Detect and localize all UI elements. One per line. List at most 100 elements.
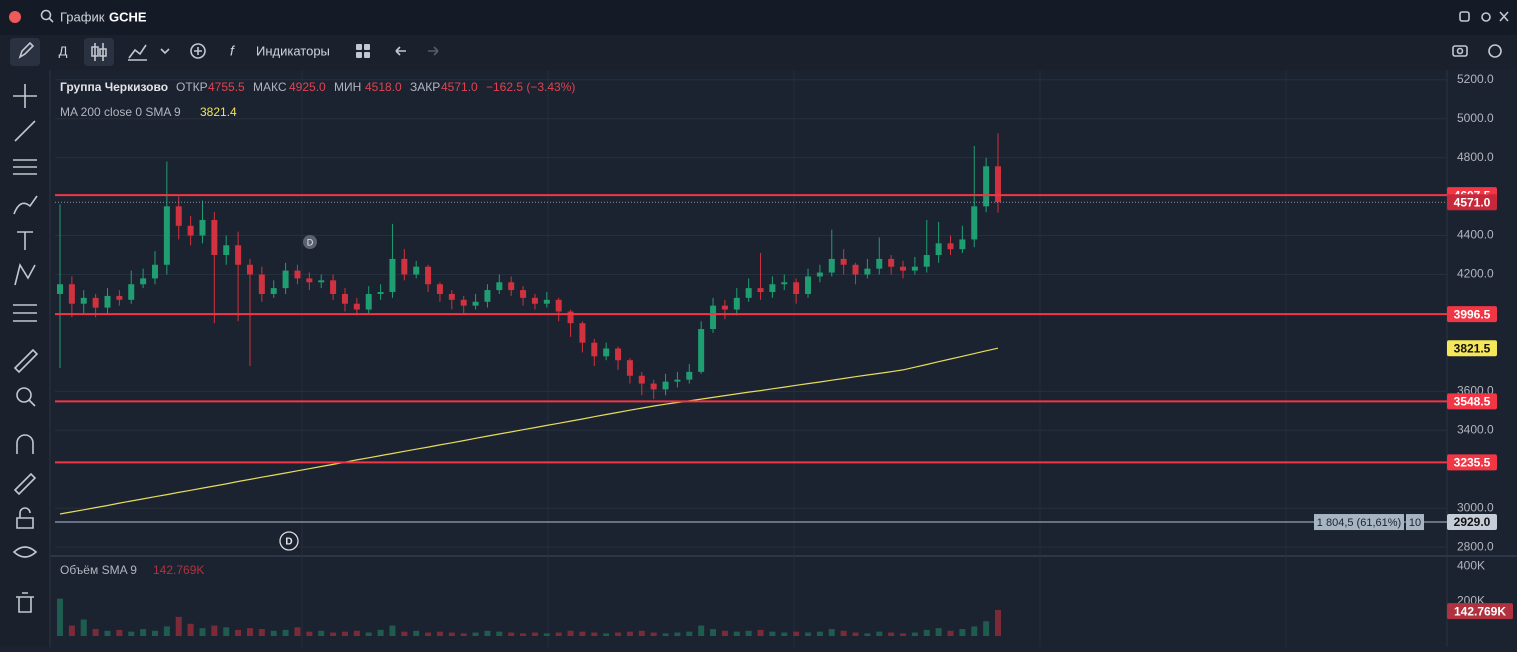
volume-bar bbox=[805, 632, 812, 636]
y-tick-label: 4200.0 bbox=[1457, 267, 1494, 281]
volume-bar bbox=[151, 630, 158, 636]
pattern-tool[interactable] bbox=[14, 262, 36, 286]
candle-body bbox=[365, 293, 372, 310]
volume-name[interactable]: Объём SMA 9 bbox=[60, 563, 137, 577]
level-label: 3996.5 bbox=[1454, 307, 1491, 321]
volume-badge bbox=[1447, 603, 1513, 620]
ma-value: 3821.4 bbox=[200, 105, 237, 119]
candle-body bbox=[116, 295, 123, 300]
ma-name[interactable]: MA 200 close 0 SMA 9 bbox=[60, 105, 181, 119]
y-tick-label: 4800.0 bbox=[1457, 150, 1494, 164]
close-button[interactable] bbox=[9, 11, 21, 23]
candle-body bbox=[199, 219, 206, 236]
candle-body bbox=[211, 219, 218, 256]
candle-body bbox=[341, 293, 348, 304]
pencil-button-bg[interactable] bbox=[10, 38, 40, 66]
dividend-marker bbox=[279, 531, 299, 551]
volume-bar bbox=[531, 632, 538, 636]
volume-bar bbox=[211, 625, 218, 636]
settings-button[interactable] bbox=[1481, 12, 1491, 22]
volume-bar bbox=[199, 628, 206, 636]
undo[interactable] bbox=[395, 46, 406, 56]
ma-line bbox=[59, 347, 999, 515]
candle-body bbox=[638, 375, 645, 384]
area-icon[interactable] bbox=[128, 44, 147, 61]
symbol[interactable]: GCHE bbox=[109, 9, 147, 24]
volume-bar bbox=[318, 630, 325, 636]
candle-body bbox=[686, 371, 693, 380]
candle-body bbox=[353, 303, 360, 310]
fib-tool[interactable] bbox=[13, 159, 37, 175]
level-label: 3548.5 bbox=[1454, 395, 1491, 409]
candle-body bbox=[828, 258, 835, 273]
candle-body bbox=[330, 280, 337, 294]
candle-body bbox=[947, 243, 954, 250]
volume-bar bbox=[377, 629, 384, 636]
visibility-tool[interactable] bbox=[12, 546, 38, 558]
volume-bar bbox=[793, 631, 800, 636]
volume-bar bbox=[626, 631, 633, 636]
volume-bar bbox=[555, 632, 562, 636]
candle-body bbox=[151, 264, 158, 279]
volume-bar bbox=[116, 629, 123, 636]
y-tick-label: 5000.0 bbox=[1457, 111, 1494, 125]
redo[interactable] bbox=[428, 46, 439, 56]
volume-bar bbox=[852, 632, 859, 636]
last-price-label: 4571.0 bbox=[1454, 195, 1491, 209]
ruler-tool[interactable] bbox=[13, 348, 39, 374]
volume-bar bbox=[650, 632, 657, 636]
volume-bar bbox=[911, 632, 918, 636]
magnet-tool[interactable] bbox=[16, 434, 34, 454]
brush-tool[interactable] bbox=[13, 195, 38, 215]
close-value: 4571.0 bbox=[441, 80, 478, 94]
candle-body bbox=[520, 290, 527, 298]
text-tool[interactable] bbox=[17, 231, 33, 250]
measure-bars: 10 bbox=[1409, 517, 1421, 529]
indicators-button[interactable]: Индикаторы bbox=[256, 43, 330, 58]
candle-body bbox=[615, 348, 622, 361]
close-window[interactable] bbox=[1499, 11, 1509, 22]
trend-line-tool[interactable] bbox=[14, 120, 36, 142]
candle-body bbox=[413, 266, 420, 275]
candle-body bbox=[971, 206, 978, 240]
volume-bar bbox=[721, 630, 728, 636]
volume-bar bbox=[460, 633, 467, 636]
volume-bar bbox=[163, 626, 170, 636]
candle-body bbox=[246, 264, 253, 275]
volume-bar bbox=[223, 627, 230, 636]
add-button[interactable] bbox=[190, 43, 206, 59]
volume-bar bbox=[68, 625, 75, 636]
volume-bar bbox=[520, 633, 527, 636]
volume-bar bbox=[864, 633, 871, 636]
window-button[interactable] bbox=[1459, 11, 1470, 22]
search-icon[interactable] bbox=[40, 9, 54, 23]
volume-bar bbox=[413, 630, 420, 636]
volume-bar bbox=[282, 629, 289, 636]
candle-body bbox=[128, 284, 135, 300]
volume-bar bbox=[401, 631, 408, 636]
candle-body bbox=[318, 280, 325, 283]
high-label: МАКС bbox=[253, 80, 287, 94]
volume-bar bbox=[80, 619, 87, 636]
chevron[interactable] bbox=[160, 48, 170, 55]
forecast-tool[interactable] bbox=[13, 304, 37, 322]
candle-body bbox=[543, 299, 550, 304]
change-value: −162.5 (−3.43%) bbox=[486, 80, 575, 94]
candle-body bbox=[567, 311, 574, 324]
crosshair-tool[interactable] bbox=[13, 84, 37, 108]
camera[interactable] bbox=[1452, 45, 1468, 57]
lock-tool[interactable] bbox=[16, 507, 34, 529]
volume-bar bbox=[615, 632, 622, 636]
interval[interactable]: Д bbox=[59, 43, 68, 58]
delete-tool[interactable] bbox=[16, 592, 34, 613]
zoom-tool[interactable] bbox=[16, 387, 36, 407]
candle-body bbox=[816, 272, 823, 277]
candles-button-bg[interactable] bbox=[84, 38, 114, 66]
candle-body bbox=[911, 266, 918, 271]
volume-bar bbox=[496, 631, 503, 636]
candle-body bbox=[282, 270, 289, 289]
publish[interactable] bbox=[1488, 44, 1502, 58]
layout-icon[interactable] bbox=[356, 44, 370, 58]
volume-bar bbox=[330, 632, 337, 636]
lock-draw-tool[interactable] bbox=[13, 472, 37, 496]
